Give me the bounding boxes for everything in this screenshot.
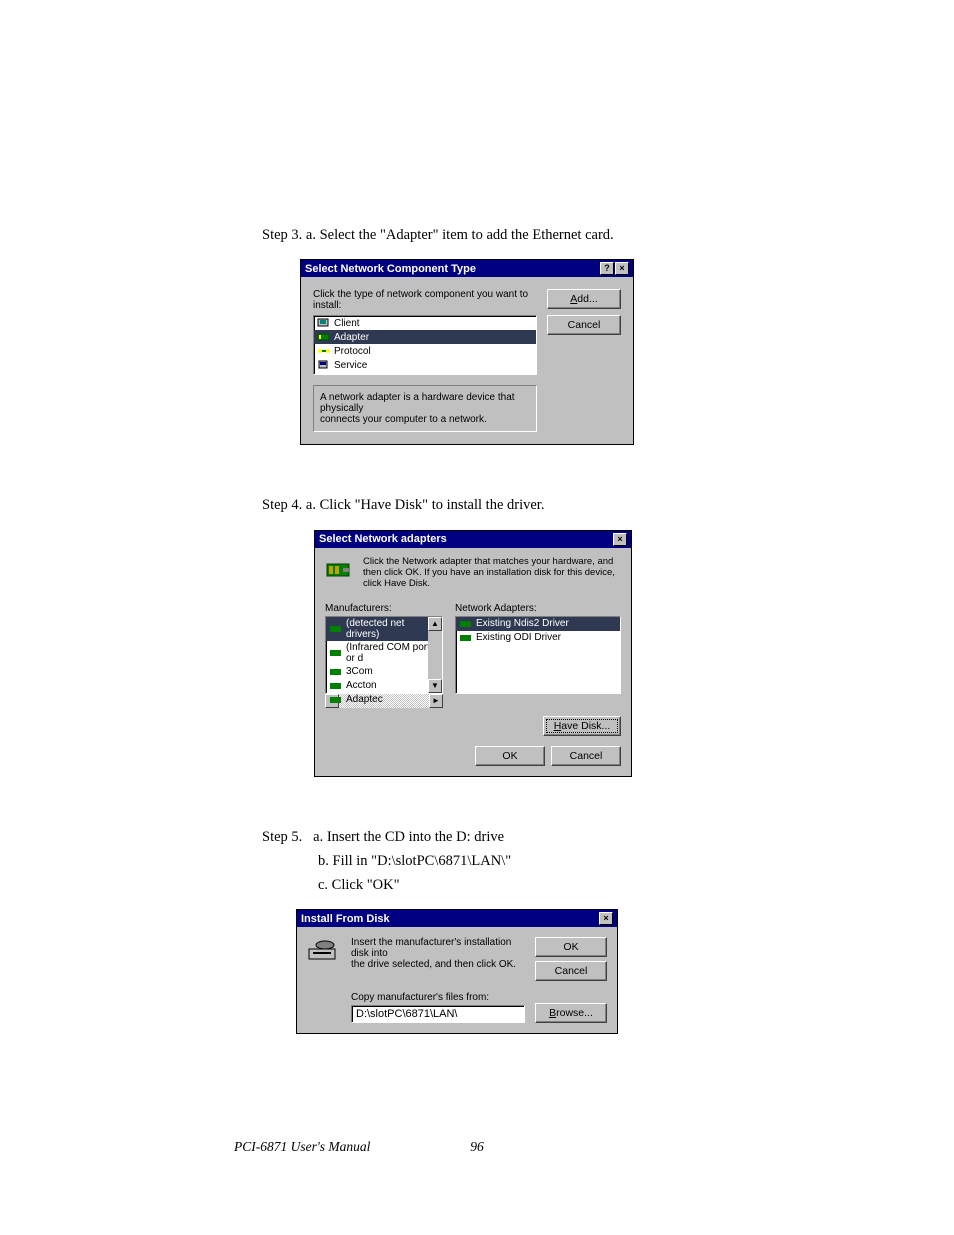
list-item-label: (detected net drivers)	[346, 618, 439, 640]
component-description: A network adapter is a hardware device t…	[313, 385, 537, 432]
scroll-up-icon[interactable]: ▲	[428, 617, 442, 631]
cancel-button[interactable]: Cancel	[551, 746, 621, 766]
adapter-icon	[329, 647, 343, 659]
copy-from-label: Copy manufacturer's files from:	[351, 992, 525, 1003]
list-item[interactable]: (detected net drivers)	[326, 617, 442, 641]
list-item-client[interactable]: Client	[314, 316, 536, 330]
install-from-disk-dialog: Install From Disk × Insert the manufactu…	[296, 909, 618, 1034]
list-item-protocol[interactable]: Protocol	[314, 344, 536, 358]
select-component-type-dialog: Select Network Component Type ? × Click …	[300, 259, 634, 445]
cancel-button[interactable]: Cancel	[535, 961, 607, 981]
adapter-big-icon	[325, 556, 355, 584]
list-item-label: Adapter	[334, 332, 369, 343]
manual-title: PCI-6871 User's Manual	[234, 1139, 370, 1155]
cancel-button[interactable]: Cancel	[547, 315, 621, 335]
close-icon[interactable]: ×	[599, 912, 613, 925]
browse-button[interactable]: Browse...	[535, 1003, 607, 1023]
step5-line-c: c. Click "OK"	[262, 875, 692, 895]
list-item-service[interactable]: Service	[314, 358, 536, 372]
adapters-listbox[interactable]: Existing Ndis2 Driver Existing ODI Drive…	[455, 616, 621, 694]
step5-line-b: b. Fill in "D:\slotPC\6871\LAN\"	[262, 851, 692, 871]
step3-line-a: a. Select the "Adapter" item to add the …	[302, 227, 613, 243]
list-item-label: Client	[334, 318, 360, 329]
dialog1-prompt: Click the type of network component you …	[313, 289, 537, 311]
list-item-adapter[interactable]: Adapter	[314, 330, 536, 344]
dialog1-titlebar[interactable]: Select Network Component Type ? ×	[301, 260, 633, 277]
client-icon	[317, 317, 331, 329]
dialog3-titlebar[interactable]: Install From Disk ×	[297, 910, 617, 927]
dialog1-title: Select Network Component Type	[305, 263, 476, 275]
ok-button[interactable]: OK	[475, 746, 545, 766]
step5-text: Step 5. a. Insert the CD into the D: dri…	[262, 827, 692, 847]
disk-drive-icon	[307, 937, 341, 965]
list-item[interactable]: (Infrared COM port or d	[326, 641, 442, 665]
help-icon[interactable]: ?	[600, 262, 614, 275]
list-item[interactable]: Existing Ndis2 Driver	[456, 617, 620, 631]
list-item-label: Protocol	[334, 346, 371, 357]
list-item-label: (Infrared COM port or d	[346, 642, 439, 664]
adapter-icon	[459, 632, 473, 644]
scroll-down-icon[interactable]: ▼	[428, 679, 442, 693]
adapter-icon	[329, 694, 343, 706]
list-item-label: Existing Ndis2 Driver	[476, 618, 569, 629]
manufacturers-label: Manufacturers:	[325, 603, 443, 614]
adapter-icon	[329, 623, 343, 635]
manufacturers-listbox[interactable]: (detected net drivers) (Infrared COM por…	[325, 616, 443, 694]
adapter-icon	[459, 618, 473, 630]
page-number: 96	[470, 1139, 484, 1155]
step3-text: Step 3. a. Select the "Adapter" item to …	[262, 225, 692, 245]
path-input[interactable]	[351, 1005, 525, 1023]
service-icon	[317, 359, 331, 371]
step4-line-a: a. Click "Have Disk" to install the driv…	[302, 497, 544, 513]
step4-text: Step 4. a. Click "Have Disk" to install …	[262, 495, 692, 515]
desc-line2: connects your computer to a network.	[320, 414, 530, 425]
select-network-adapters-dialog: Select Network adapters × Click the Netw…	[314, 530, 632, 777]
step3-label: Step 3.	[262, 227, 302, 243]
adapter-icon	[329, 680, 343, 692]
desc-line1: A network adapter is a hardware device t…	[320, 392, 530, 414]
step5-line-a: a. Insert the CD into the D: drive	[310, 829, 505, 845]
list-item-label: Accton	[346, 680, 377, 691]
list-item-label: Existing ODI Driver	[476, 632, 561, 643]
list-item[interactable]: Adaptec	[326, 693, 442, 707]
list-item-label: Adaptec	[346, 694, 383, 705]
list-item[interactable]: Accton	[326, 679, 442, 693]
add-button[interactable]: Add...	[547, 289, 621, 309]
list-item[interactable]: 3Com	[326, 665, 442, 679]
adapter-icon	[329, 666, 343, 678]
scrollbar-vertical[interactable]: ▲ ▼	[428, 617, 442, 693]
list-item[interactable]: Existing ODI Driver	[456, 631, 620, 645]
dialog3-instr2: the drive selected, and then click OK.	[351, 959, 525, 970]
dialog2-titlebar[interactable]: Select Network adapters ×	[315, 531, 631, 548]
dialog2-instruction: Click the Network adapter that matches y…	[363, 556, 621, 589]
have-disk-button[interactable]: Have Disk...	[543, 716, 621, 736]
list-item-label: 3Com	[346, 666, 373, 677]
list-item-label: Service	[334, 360, 367, 371]
adapters-label: Network Adapters:	[455, 603, 621, 614]
step5-label: Step 5.	[262, 829, 302, 845]
adapter-icon	[317, 331, 331, 343]
protocol-icon	[317, 345, 331, 357]
close-icon[interactable]: ×	[615, 262, 629, 275]
dialog2-title: Select Network adapters	[319, 533, 447, 545]
dialog3-title: Install From Disk	[301, 913, 390, 925]
page-footer: PCI-6871 User's Manual 96	[0, 1139, 954, 1155]
close-icon[interactable]: ×	[613, 533, 627, 546]
ok-button[interactable]: OK	[535, 937, 607, 957]
step4-label: Step 4.	[262, 497, 302, 513]
component-type-listbox[interactable]: Client Adapter Protocol Service	[313, 315, 537, 375]
